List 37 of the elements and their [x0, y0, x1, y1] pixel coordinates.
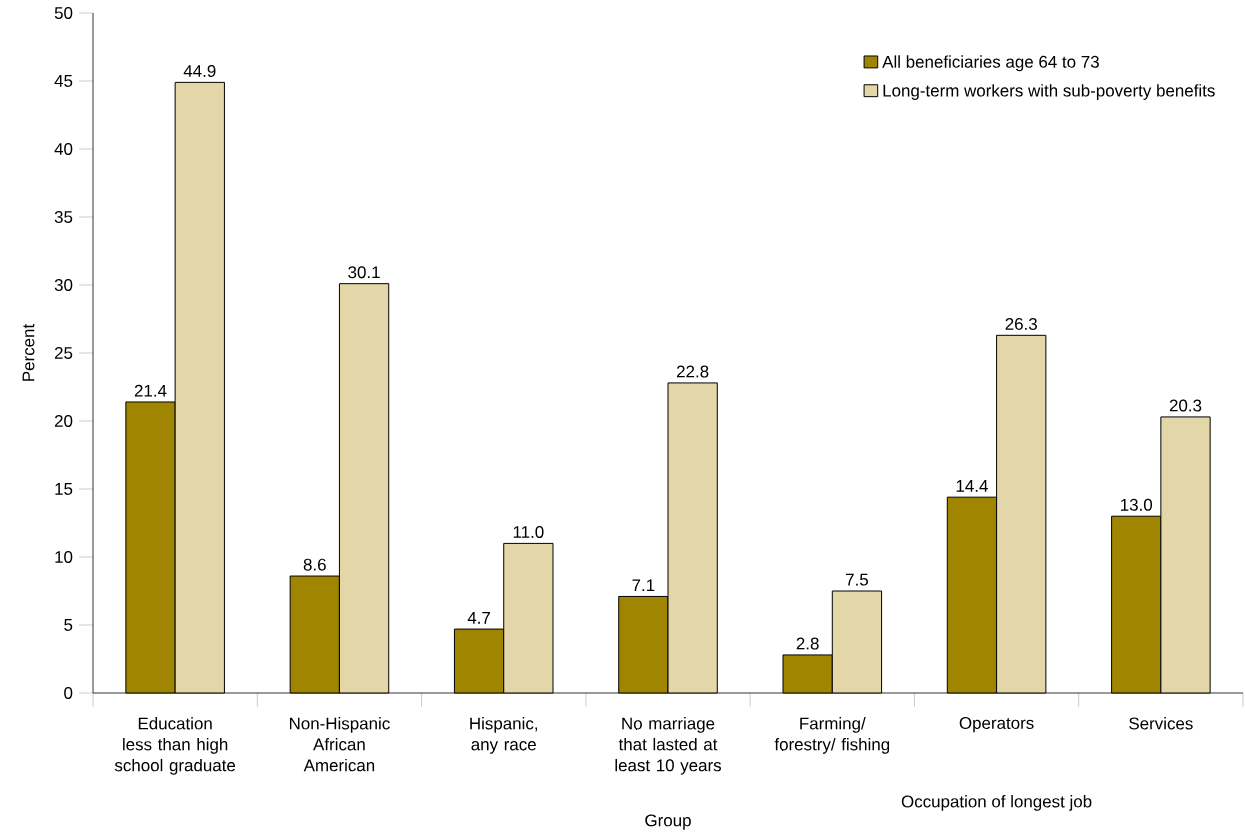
- y-tick-label: 30: [54, 279, 73, 291]
- x-tick-label: No marriage that lasted at least 10 years: [615, 717, 722, 775]
- data-label: 26.3: [1005, 317, 1037, 330]
- x-tick-label: Farming/ forestry/ fishing: [774, 717, 890, 754]
- y-tick-label: 10: [55, 551, 73, 563]
- y-tick-label: 45: [54, 75, 73, 87]
- text: Occupation of longest job: [901, 795, 1092, 811]
- data-label: 21.4: [134, 384, 167, 397]
- data-label: 22.8: [677, 365, 709, 378]
- y-tick-label: 35: [54, 211, 73, 223]
- data-label: 14.4: [956, 480, 988, 492]
- legend-label: Long-term workers with sub-poverty benefits: [883, 84, 1215, 100]
- y-tick-label: 0: [64, 687, 73, 699]
- y-tick-label: 15: [55, 483, 73, 495]
- data-label: 13.0: [1121, 498, 1153, 511]
- x-tick-label: Operators: [959, 717, 1034, 733]
- x-axis-title: Group: [645, 814, 691, 830]
- y-tick-label: 25: [54, 347, 73, 359]
- data-label: 8.6: [303, 558, 326, 571]
- y-axis-title: Percent: [22, 323, 35, 381]
- x-tick-label: Hispanic, any race: [470, 717, 538, 754]
- y-tick-label: 40: [54, 143, 73, 155]
- x-tick-label: Education less than high school graduate: [114, 717, 236, 775]
- data-label: 30.1: [348, 266, 380, 279]
- data-label: 44.9: [183, 64, 216, 77]
- y-tick-label: 20: [54, 415, 73, 427]
- data-label: 4.7: [467, 612, 490, 624]
- data-label: 7.1: [632, 579, 655, 592]
- data-label: 20.3: [1169, 399, 1202, 412]
- x-tick-label: Services: [1129, 717, 1193, 730]
- y-tick-label: 50: [54, 7, 73, 19]
- data-label: 2.8: [796, 637, 819, 650]
- legend-label: All beneficiaries age 64 to 73: [882, 55, 1099, 72]
- y-tick-label: 5: [64, 619, 73, 631]
- x-tick-label: Non-Hispanic African American: [289, 717, 390, 772]
- data-label: 11.0: [513, 526, 544, 538]
- data-label: 7.5: [846, 573, 869, 586]
